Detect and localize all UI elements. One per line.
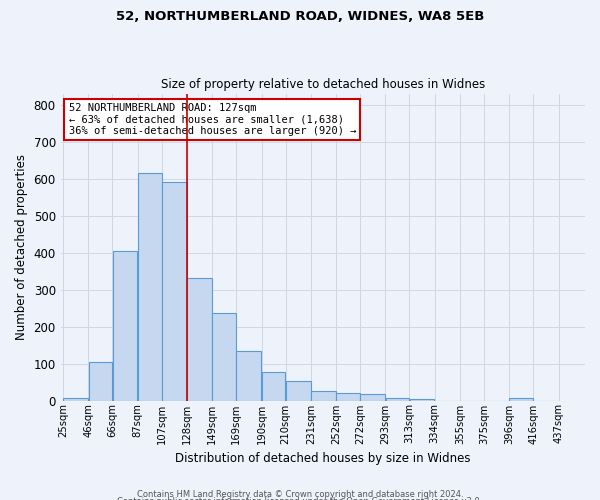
Bar [187, 278, 212, 400]
Bar [262, 372, 286, 400]
Bar [286, 382, 311, 400]
Bar [63, 398, 88, 400]
Bar [138, 174, 161, 400]
Text: Contains HM Land Registry data © Crown copyright and database right 2024.: Contains HM Land Registry data © Crown c… [137, 490, 463, 499]
X-axis label: Distribution of detached houses by size in Widnes: Distribution of detached houses by size … [175, 452, 470, 465]
Bar [162, 182, 187, 400]
Text: Contains public sector information licensed under the Open Government Licence v3: Contains public sector information licen… [118, 497, 482, 500]
Text: 52, NORTHUMBERLAND ROAD, WIDNES, WA8 5EB: 52, NORTHUMBERLAND ROAD, WIDNES, WA8 5EB [116, 10, 484, 23]
Bar [410, 398, 434, 400]
Y-axis label: Number of detached properties: Number of detached properties [15, 154, 28, 340]
Text: 52 NORTHUMBERLAND ROAD: 127sqm
← 63% of detached houses are smaller (1,638)
36% : 52 NORTHUMBERLAND ROAD: 127sqm ← 63% of … [68, 103, 356, 136]
Title: Size of property relative to detached houses in Widnes: Size of property relative to detached ho… [161, 78, 485, 91]
Bar [113, 252, 137, 400]
Bar [311, 392, 336, 400]
Bar [89, 362, 112, 401]
Bar [336, 393, 360, 400]
Bar [212, 313, 236, 400]
Bar [360, 394, 385, 400]
Bar [386, 398, 409, 400]
Bar [236, 350, 262, 401]
Bar [509, 398, 533, 400]
